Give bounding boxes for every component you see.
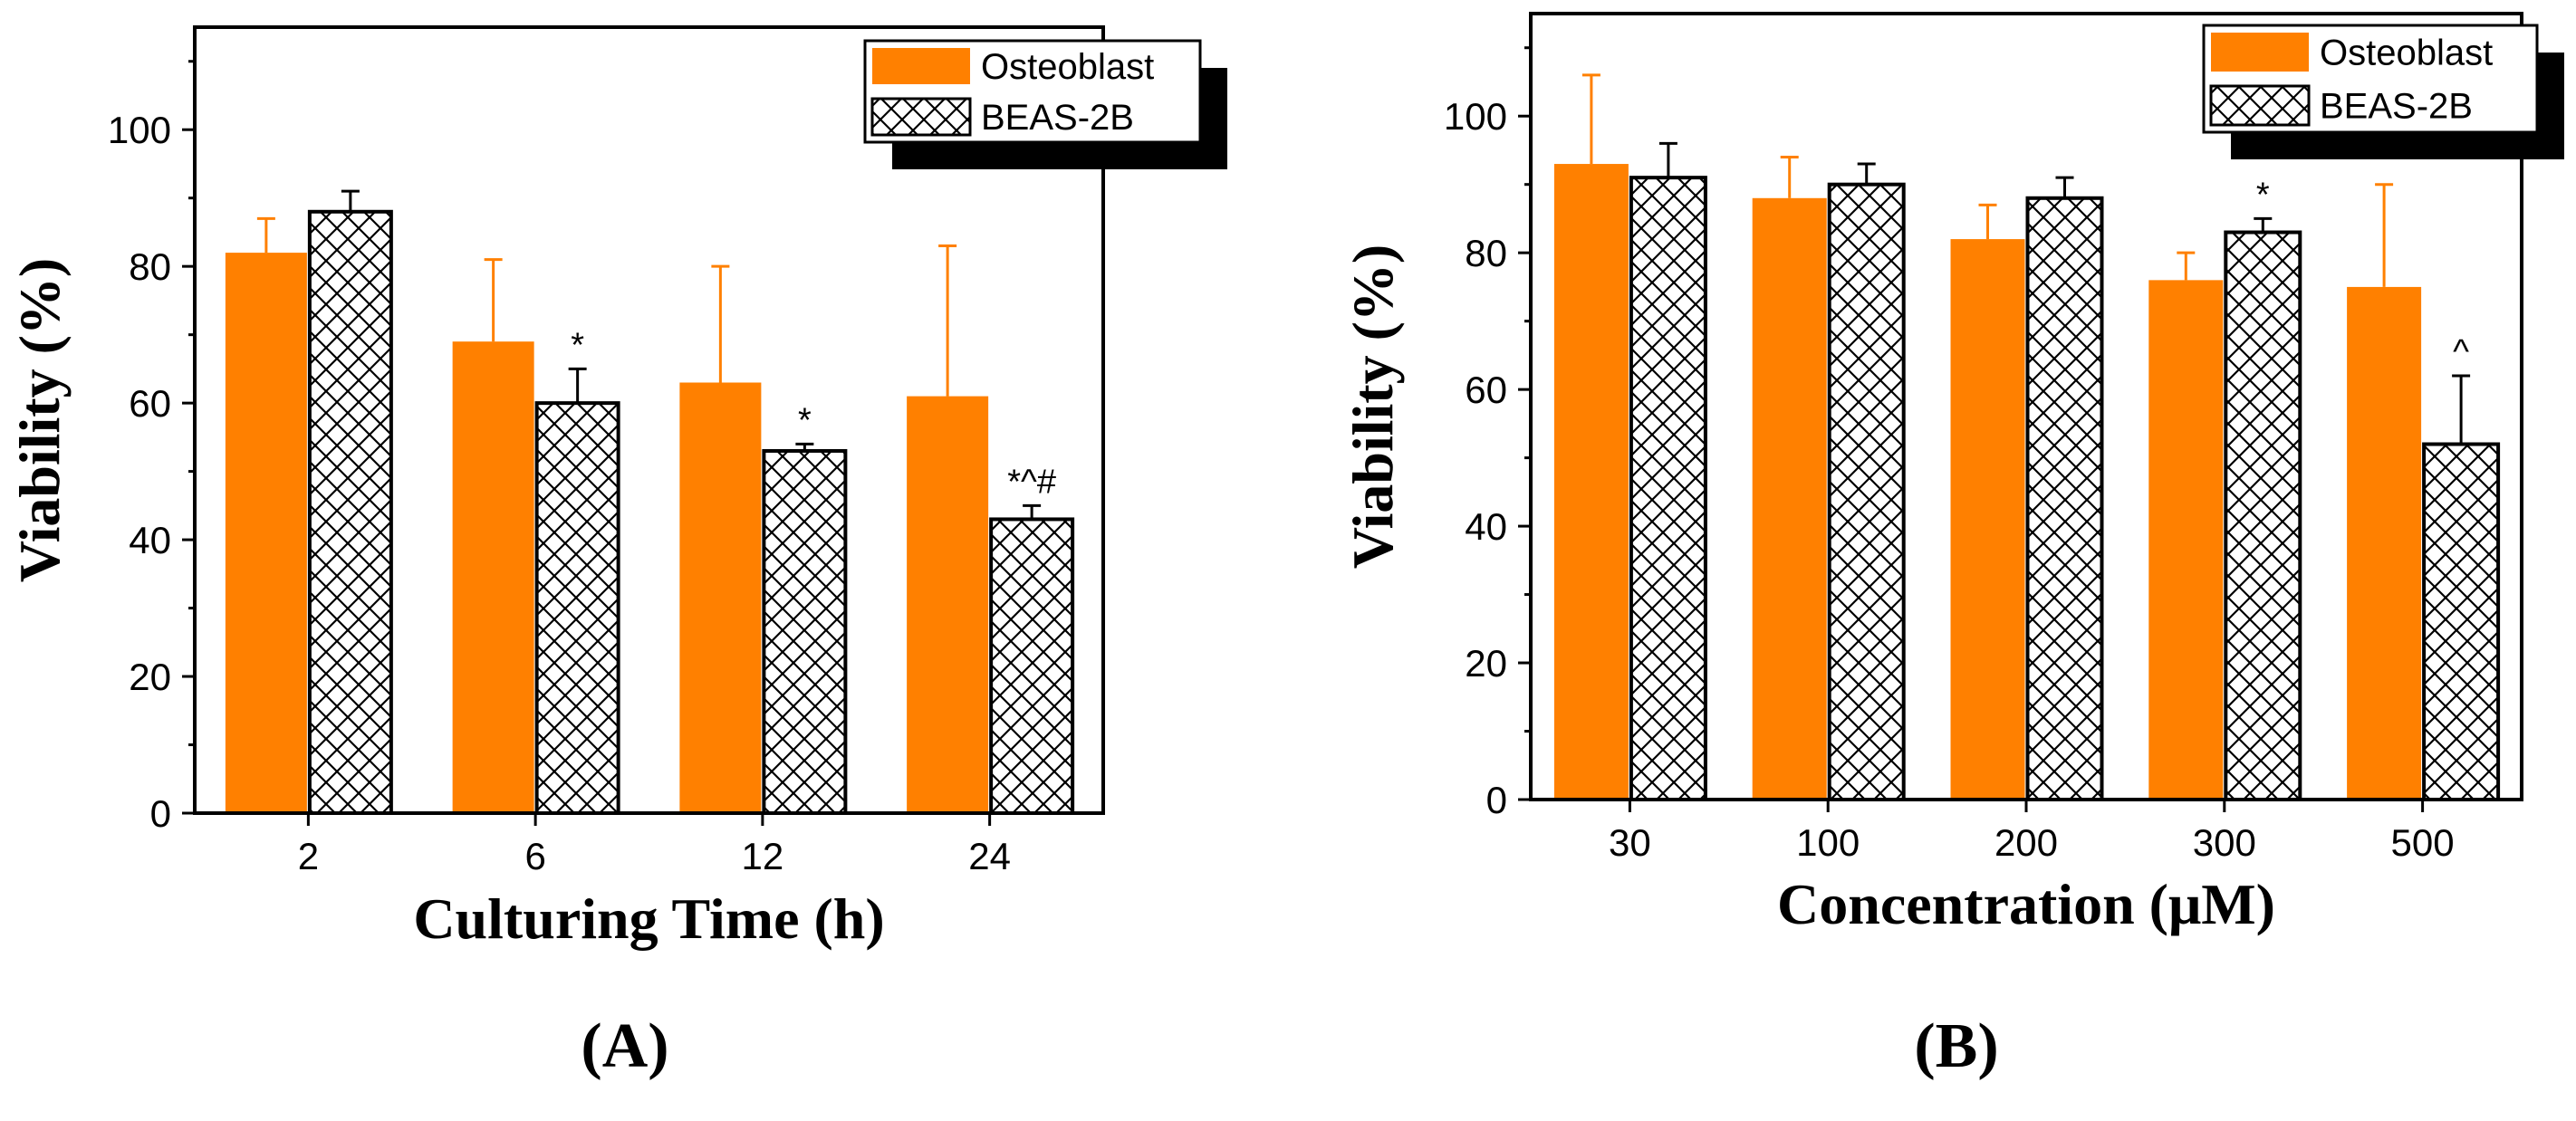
x-tick-label: 24 [968, 835, 1011, 877]
x-axis-title: Culturing Time (h) [413, 886, 884, 951]
significance-marker: ^ [2453, 333, 2469, 371]
y-axis-title: Viability (%) [7, 258, 72, 583]
legend-label: BEAS-2B [981, 98, 1134, 138]
bar-beas-2b-30 [1629, 176, 1707, 801]
x-tick-label: 100 [1796, 821, 1860, 864]
bar-osteoblast-500 [2347, 286, 2422, 800]
bar-beas-2b-6 [534, 401, 620, 815]
bar-beas-2b-100 [1827, 182, 1906, 801]
legend-swatch-beas-2b [2209, 84, 2311, 127]
bar-osteoblast-30 [1553, 164, 1629, 800]
bar-beas-2b-2 [307, 209, 393, 815]
panel-b: * ^ 0 20 40 60 80 100 30 100 200 300 500 Viability (%… [1341, 12, 2564, 1081]
legend-swatch-osteoblast [872, 48, 970, 84]
y-tick-label: 40 [129, 519, 171, 561]
y-tick-label: 80 [129, 245, 171, 288]
x-tick-label: 300 [2193, 821, 2256, 864]
legend-swatch-osteoblast [2211, 33, 2309, 72]
bar-beas-2b-200 [2025, 196, 2104, 801]
legend-swatch-beas-2b [870, 97, 972, 137]
significance-marker: * [2256, 176, 2270, 214]
significance-marker: * [571, 326, 584, 364]
y-tick-label: 20 [129, 656, 171, 698]
panel-a: * * *^# 0 20 40 60 80 100 2 6 12 24 Viability (%) Cult… [7, 25, 1227, 1081]
y-tick-label: 0 [150, 792, 171, 835]
y-tick-label: 60 [129, 382, 171, 425]
bar-beas-2b-12 [762, 448, 848, 815]
y-tick-label: 100 [1444, 95, 1507, 138]
plot-frame [193, 25, 1105, 815]
legend-label: BEAS-2B [2320, 87, 2473, 127]
x-tick-label: 2 [298, 835, 319, 877]
bar-beas-2b-24 [989, 517, 1075, 815]
significance-marker: * [798, 401, 812, 439]
x-tick-label: 30 [1609, 821, 1651, 864]
panel-label: (B) [1914, 1011, 1998, 1081]
bar-osteoblast-300 [2148, 280, 2224, 800]
y-tick-label: 60 [1465, 369, 1507, 411]
x-tick-label: 12 [742, 835, 784, 877]
bar-osteoblast-24 [907, 396, 989, 813]
x-tick-label: 6 [524, 835, 545, 877]
y-tick-label: 20 [1465, 642, 1507, 685]
legend-label: Osteoblast [2320, 34, 2493, 73]
bar-osteoblast-2 [225, 253, 307, 813]
x-tick-label: 200 [1994, 821, 2058, 864]
bar-osteoblast-100 [1752, 197, 1827, 800]
y-tick-label: 0 [1486, 779, 1507, 821]
y-axis-title: Viability (%) [1341, 244, 1405, 570]
bar-osteoblast-200 [1950, 239, 2025, 800]
y-tick-label: 100 [108, 109, 171, 151]
bar-osteoblast-6 [452, 341, 534, 813]
bar-beas-2b-300 [2224, 230, 2302, 801]
y-tick-label: 40 [1465, 505, 1507, 548]
legend-label: Osteoblast [981, 47, 1154, 87]
bar-osteoblast-12 [679, 382, 762, 813]
bar-beas-2b-500 [2422, 442, 2501, 801]
panel-label: (A) [581, 1011, 668, 1081]
significance-marker: *^# [1007, 463, 1056, 501]
y-tick-label: 80 [1465, 232, 1507, 274]
x-tick-label: 500 [2391, 821, 2455, 864]
x-axis-title: Concentration (μM) [1777, 872, 2275, 936]
